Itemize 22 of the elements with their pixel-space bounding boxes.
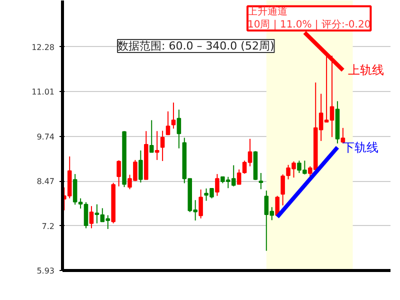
candlestick bbox=[198, 189, 203, 219]
y-tick-label: 9.74 bbox=[36, 132, 54, 142]
candlestick bbox=[176, 109, 182, 149]
candlestick bbox=[340, 127, 346, 144]
y-tick-label: 12.28 bbox=[32, 42, 55, 52]
candlestick bbox=[160, 130, 165, 162]
series-label: 下轨线 bbox=[342, 140, 378, 154]
candlestick bbox=[171, 102, 176, 130]
candlestick bbox=[280, 174, 285, 206]
candlestick bbox=[138, 150, 143, 183]
candlestick bbox=[215, 174, 220, 196]
candlestick bbox=[149, 120, 154, 153]
candlestick bbox=[258, 172, 264, 190]
y-tick-label: 5.93 bbox=[36, 266, 54, 276]
candlestick bbox=[89, 206, 94, 229]
y-tick-label: 8.47 bbox=[36, 177, 54, 186]
series-label: 上轨线 bbox=[348, 63, 384, 78]
candlestick bbox=[154, 130, 160, 160]
y-tick-label: 11.01 bbox=[32, 88, 55, 97]
candlestick bbox=[116, 160, 121, 187]
candlestick bbox=[166, 110, 170, 136]
y-tick-label: 7.2 bbox=[42, 222, 55, 231]
